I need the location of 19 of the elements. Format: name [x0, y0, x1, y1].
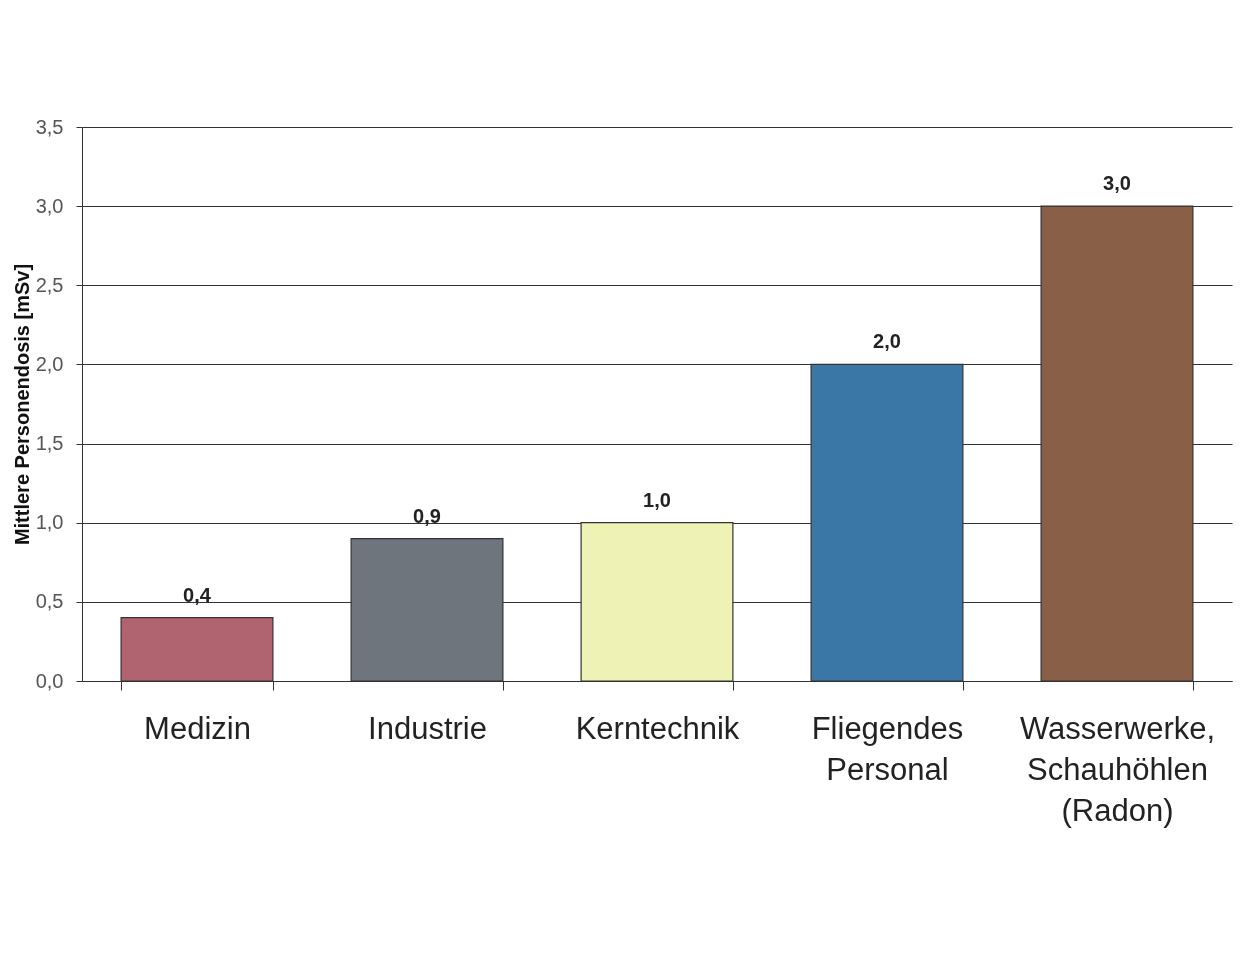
data-label: 0,9: [413, 504, 441, 527]
x-tick-label: Fliegendes Personal: [811, 710, 964, 787]
y-axis-title: Mittlere Personendosis [mSv]: [10, 263, 33, 546]
x-tick-label: Industrie: [368, 710, 487, 746]
x-tick-label: Kerntechnik: [575, 710, 740, 746]
y-tick-label: 0,5: [35, 590, 64, 613]
data-label: 1,0: [643, 488, 671, 511]
y-tick-label: 0,0: [35, 669, 64, 692]
y-tick-label: 3,0: [35, 194, 64, 217]
y-tick-label: 1,0: [35, 511, 64, 534]
y-tick-label: 1,5: [35, 432, 64, 455]
x-tick-label: Medizin: [144, 710, 251, 746]
y-tick-label: 2,5: [35, 273, 64, 296]
data-label: 0,4: [183, 583, 212, 606]
x-tick-label: Wasserwerke, Schauhöhlen (Radon): [1019, 710, 1216, 828]
y-tick-label: 2,0: [35, 352, 64, 375]
data-label: 3,0: [1103, 172, 1131, 195]
y-tick-label: 3,5: [35, 115, 64, 138]
data-label: 2,0: [873, 330, 901, 353]
